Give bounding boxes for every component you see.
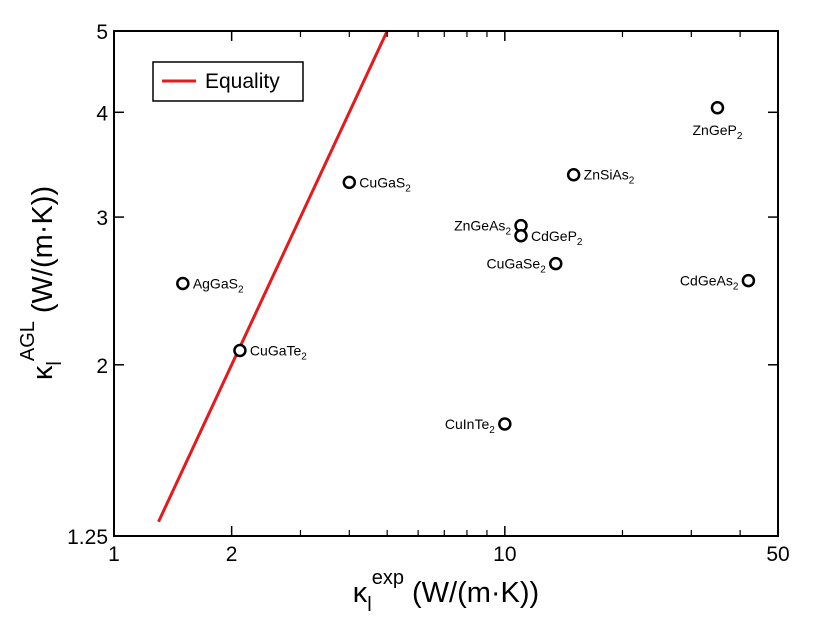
x-axis-title: κlexp (W/(m·K)) [353,567,539,616]
point-label: AgGaS2 [193,276,244,296]
data-point [549,256,563,271]
point-label: ZnGeP2 [692,122,742,142]
data-point [710,101,725,115]
data-point [741,273,756,288]
x-tick-label: 10 [493,543,516,566]
point-label: ZnGeAs2 [454,218,511,238]
x-tick-label: 50 [766,543,789,566]
y-tick-label: 5 [96,21,108,44]
legend-label: Equality [205,70,280,93]
data-point [566,167,581,182]
point-label: CuGaS2 [359,174,411,194]
y-tick-label: 1.25 [67,526,108,549]
data-point [233,343,247,358]
data-point [498,417,512,431]
y-tick-label: 4 [96,102,108,125]
point-label: CdGeAs2 [680,273,739,293]
plot-frame [113,30,779,537]
data-point [176,276,190,291]
point-label: CdGeP2 [531,228,583,248]
equality-line [157,31,389,523]
y-tick-label: 2 [96,355,108,378]
point-label: CuInTe2 [445,416,495,436]
y-axis-title: κlAGL(W/(m·K)) [17,186,66,380]
point-label: ZnSiAs2 [584,167,635,187]
point-label: CuGaSe2 [486,256,546,276]
y-tick-label: 3 [96,207,108,230]
data-point [514,229,528,243]
data-point [342,175,357,190]
point-label: CuGaTe2 [250,342,307,362]
x-tick-label: 1 [108,543,120,566]
x-tick-label: 2 [226,543,238,566]
